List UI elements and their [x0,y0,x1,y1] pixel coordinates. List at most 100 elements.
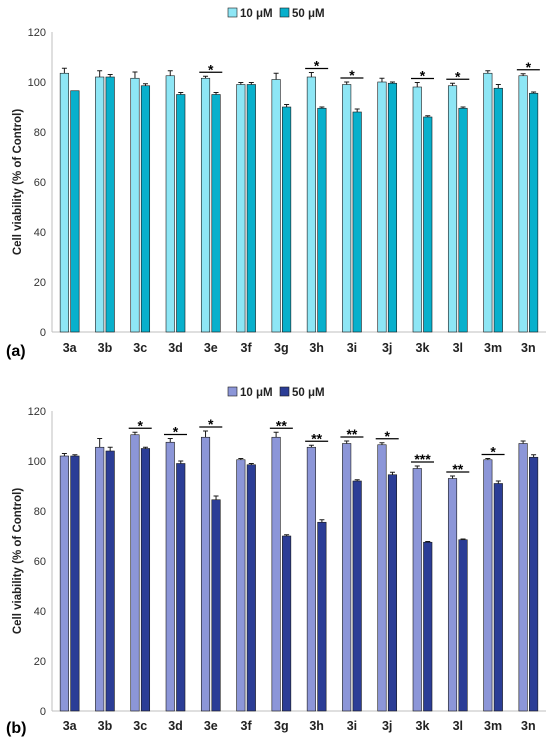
chart-panel-b: 0 20 40 60 80 100 120 Cell viability (% of Cont… [6,386,546,737]
significance-marker: ** [276,417,287,433]
bar-3a-10uM [59,72,69,333]
significance-marker: ** [452,461,463,477]
bar-3h-50uM [317,521,327,712]
bar-3n-10uM [518,75,528,333]
panel-label: (b) [6,720,26,737]
bar-3m-50uM [493,87,503,333]
x-tick-label: 3l [453,341,463,355]
bar-3k-10uM [412,86,422,333]
bar-3f-10uM [236,84,246,333]
significance-marker: * [490,444,496,460]
x-tick-label: 3i [347,719,357,733]
bar-3c-50uM [140,448,151,712]
bar-3e-50uM [211,499,221,712]
bar-3m-50uM [493,483,503,712]
panel-label: (a) [6,343,26,360]
significance-marker: * [384,428,390,444]
significance-marker: * [173,424,179,440]
bar-3d-50uM [176,94,186,333]
bar-3n-50uM [529,456,539,712]
x-tick-label: 3g [274,341,289,355]
bar-3l-50uM [458,539,468,712]
bar-3f-50uM [246,84,256,333]
bar-3l-50uM [458,107,468,333]
legend-swatch [227,7,238,18]
bar-3l-10uM [447,85,458,333]
bar-3b-10uM [95,446,105,712]
bar-3c-50uM [140,85,151,333]
x-tick-label: 3b [98,341,113,355]
bar-3d-10uM [165,75,175,333]
bar-3b-50uM [105,76,115,333]
chart-panel-a: 0 20 40 60 80 100 120 Cell viability (% of Cont… [6,7,546,360]
bar-3i-50uM [352,111,362,333]
x-tick-label: 3f [241,341,253,355]
x-tick-label: 3c [133,341,147,355]
bar-3e-50uM [211,94,221,333]
legend-item-10uM: 10 μM [227,386,273,399]
x-tick-label: 3h [309,719,324,733]
x-tick-label: 3j [382,341,392,355]
bar-3h-10uM [306,76,316,333]
significance-marker: * [137,417,143,433]
x-tick-label: 3l [453,719,463,733]
bar-3l-10uM [447,478,458,712]
significance-marker: * [208,416,214,432]
bar-3e-10uM [200,436,211,712]
y-tick-label: 80 [34,506,46,518]
bar-3m-10uM [483,72,493,333]
legend-item-10uM: 10 μM [227,7,273,20]
bar-3k-10uM [412,468,422,712]
significance-marker: ** [311,430,322,446]
bar-3a-50uM [70,90,80,333]
x-tick-label: 3n [521,341,536,355]
legend-swatch [279,7,290,18]
y-tick-label: 40 [34,606,46,618]
x-tick-label: 3c [133,719,147,733]
x-tick-label: 3g [274,719,289,733]
significance-marker: *** [414,451,431,467]
y-axis-label: Cell viability (% of Control) [12,109,24,255]
legend-item-50uM: 50 μM [279,7,325,20]
significance-marker: * [349,67,355,83]
bar-3g-10uM [271,436,281,712]
significance-marker: * [455,68,461,84]
x-tick-label: 3k [416,341,430,355]
x-tick-label: 3b [98,719,113,733]
bar-3b-50uM [105,450,115,712]
legend-swatch [279,386,290,397]
x-tick-label: 3d [168,719,183,733]
bar-3d-50uM [176,463,186,712]
y-tick-label: 0 [40,327,46,339]
bar-3h-50uM [317,107,327,333]
x-tick-label: 3a [63,341,78,355]
bar-3k-50uM [423,541,433,712]
x-tick-label: 3m [484,341,502,355]
bar-3j-10uM [377,81,387,333]
bar-3a-10uM [59,455,69,712]
bar-3g-50uM [282,535,292,712]
significance-marker: * [420,68,426,84]
x-tick-label: 3e [204,719,218,733]
bar-3j-50uM [387,474,398,712]
bar-3n-50uM [529,92,539,333]
x-tick-label: 3e [204,341,218,355]
legend-label: 50 μM [292,387,325,399]
y-tick-label: 100 [28,77,46,89]
y-tick-label: 60 [34,177,46,189]
y-tick-label: 100 [28,456,46,468]
bar-3m-10uM [483,459,493,712]
y-tick-label: 60 [34,556,46,568]
y-tick-label: 20 [34,277,46,289]
bar-3b-10uM [95,76,105,333]
bar-3i-10uM [342,443,352,712]
bar-3j-10uM [377,444,387,712]
x-tick-label: 3f [241,719,253,733]
bar-3g-10uM [271,79,281,333]
bar-3n-10uM [518,443,528,712]
x-tick-label: 3n [521,719,536,733]
significance-marker: ** [346,426,357,442]
y-tick-label: 40 [34,227,46,239]
x-tick-label: 3i [347,341,357,355]
